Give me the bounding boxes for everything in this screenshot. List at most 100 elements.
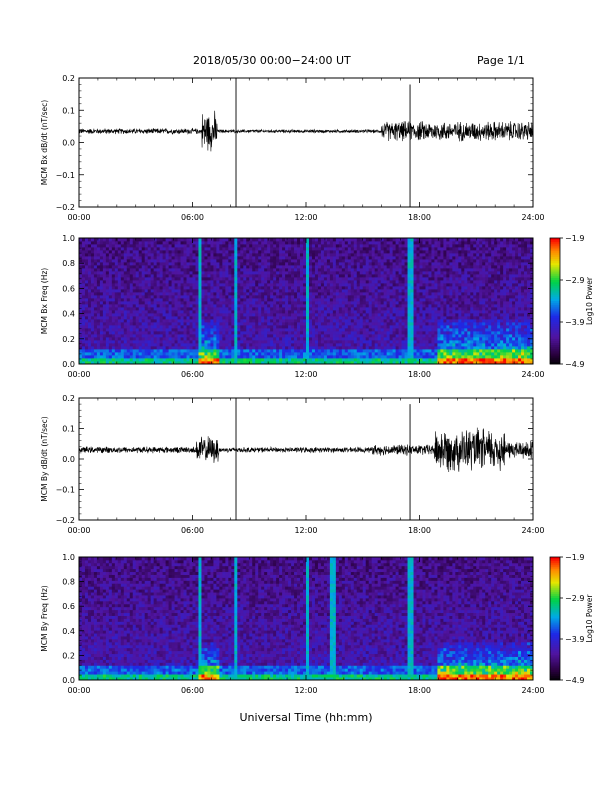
spectrogram-cell [320,355,325,359]
spectrogram-cell [228,340,232,344]
spectrogram-cell [87,259,92,263]
spectrogram-cell [338,301,343,305]
spectrogram-cell [279,328,283,332]
spectrogram-cell [356,316,361,320]
spectrogram-cell [249,286,253,290]
spectrogram-cell [138,289,143,293]
spectrogram-cell [255,310,259,314]
spectrogram-cell [317,325,322,329]
spectrogram-cell [317,337,322,341]
spectrogram-cell [234,238,238,242]
spectrogram-cell [404,280,408,284]
spectrogram-cell [159,238,164,242]
spectrogram-cell [192,283,196,287]
spectrogram-cell [252,244,256,248]
spectrogram-cell [129,283,134,287]
spectrogram-cell [219,313,223,317]
spectrogram-cell [144,307,149,311]
spectrogram-cell [413,358,417,362]
y-tick-label: 0.2 [62,74,75,83]
spectrogram-cell [150,307,155,311]
spectrogram-cell [416,238,420,242]
spectrogram-cell [347,274,352,278]
spectrogram-cell [96,316,101,320]
spectrogram-cell [300,361,304,365]
spectrogram-cell [279,253,283,257]
spectrogram-cell [177,289,181,293]
spectrogram-cell [320,301,325,305]
spectrogram-cell [147,346,152,350]
spectrogram-cell [386,238,391,242]
spectrogram-cell [249,313,253,317]
spectrogram-cell [138,328,143,332]
spectrogram-cell [326,298,331,302]
spectrogram-cell [96,265,101,269]
spectrogram-cell [162,280,167,284]
spectrogram-cell [359,274,364,278]
spectrogram-cell [207,322,211,326]
spectrogram-cell [234,256,238,260]
spectrogram-cell [314,331,319,335]
spectrogram-cell [129,268,134,272]
spectrogram-cell [135,340,140,344]
spectrogram-cell [231,319,235,323]
spectrogram-cell [159,271,164,275]
spectrogram-cell [273,355,277,359]
spectrogram-cell [365,316,370,320]
spectrogram-cell [231,259,235,263]
spectrogram-cell [425,352,429,356]
spectrogram-cell [311,316,316,320]
spectrogram-cell [311,334,316,338]
spectrogram-cell [317,259,322,263]
spectrogram-cell [297,319,301,323]
spectrogram-cell [350,274,355,278]
spectrogram-cell [210,337,214,341]
spectrogram-cell [368,247,373,251]
spectrogram-cell [135,346,140,350]
spectrogram-cell [261,343,265,347]
spectrogram-cell [183,355,187,359]
spectrogram-cell [356,340,361,344]
spectrogram-cell [386,283,391,287]
spectrogram-cell [416,328,420,332]
spectrogram-cell [264,328,268,332]
spectrogram-cell [108,307,113,311]
spectrogram-cell [291,361,295,365]
spectrogram-cell [87,343,92,347]
spectrogram-cell [153,268,158,272]
spectrogram-cell [201,259,205,263]
spectrogram-cell [171,265,175,269]
spectrogram-cell [198,340,202,344]
spectrogram-cell [395,349,399,353]
spectrogram-cell [407,262,411,266]
spectrogram-cell [422,277,426,281]
spectrogram-cell [144,337,149,341]
spectrogram-cell [102,298,107,302]
spectrogram-cell [234,349,238,353]
spectrogram-cell [425,328,429,332]
spectrogram-cell [81,358,86,362]
spectrogram-cell [117,358,122,362]
spectrogram-cell [147,349,152,353]
spectrogram-cell [300,295,304,299]
spectrogram-cell [114,247,119,251]
spectrogram-cell [150,262,155,266]
spectrogram-cell [195,355,199,359]
spectrogram-cell [303,253,307,257]
spectrogram-cell [180,268,184,272]
spectrogram-cell [270,316,274,320]
spectrogram-cell [99,319,104,323]
spectrogram-cell [261,346,265,350]
spectrogram-cell [282,265,286,269]
spectrogram-cell [392,295,397,299]
spectrogram-cell [183,313,187,317]
spectrogram-cell [401,334,405,338]
spectrogram-cell [102,325,107,329]
spectrogram-cell [90,238,95,242]
spectrogram-cell [141,337,146,341]
spectrogram-cell [401,337,405,341]
spectrogram-cell [183,298,187,302]
spectrogram-cell [294,361,298,365]
spectrogram-cell [386,301,391,305]
spectrogram-cell [389,253,394,257]
